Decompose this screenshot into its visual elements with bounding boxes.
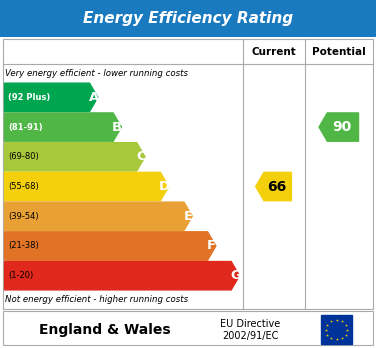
Text: 66: 66 [267, 180, 286, 193]
Text: (69-80): (69-80) [8, 152, 39, 161]
Bar [3, 39, 373, 309]
Text: E: E [183, 210, 193, 223]
Text: 90: 90 [332, 120, 352, 134]
Polygon shape [5, 232, 216, 260]
Text: (21-38): (21-38) [8, 242, 39, 251]
Text: England & Wales: England & Wales [39, 323, 171, 337]
Bar [0, 0, 376, 37]
Polygon shape [319, 113, 359, 141]
Text: (92 Plus): (92 Plus) [8, 93, 50, 102]
Text: G: G [230, 269, 241, 282]
Text: C: C [136, 150, 146, 163]
Text: B: B [112, 120, 122, 134]
Text: (81-91): (81-91) [8, 122, 43, 132]
Polygon shape [256, 172, 291, 201]
Text: Current: Current [251, 47, 296, 57]
Text: F: F [207, 239, 216, 253]
Bar [321, 315, 352, 345]
Text: (1-20): (1-20) [8, 271, 33, 280]
Polygon shape [5, 143, 145, 171]
Polygon shape [5, 172, 168, 201]
Text: Potential: Potential [312, 47, 365, 57]
Polygon shape [5, 262, 240, 290]
Bar [3, 311, 373, 345]
Text: (55-68): (55-68) [8, 182, 39, 191]
Text: 2002/91/EC: 2002/91/EC [222, 331, 278, 341]
Text: Not energy efficient - higher running costs: Not energy efficient - higher running co… [5, 295, 188, 304]
Polygon shape [5, 83, 98, 111]
Text: (39-54): (39-54) [8, 212, 39, 221]
Text: A: A [88, 91, 99, 104]
Text: Very energy efficient - lower running costs: Very energy efficient - lower running co… [5, 69, 188, 78]
Polygon shape [5, 202, 192, 230]
Text: D: D [159, 180, 170, 193]
Text: EU Directive: EU Directive [220, 318, 280, 329]
Polygon shape [5, 113, 121, 141]
Text: Energy Efficiency Rating: Energy Efficiency Rating [83, 11, 293, 26]
